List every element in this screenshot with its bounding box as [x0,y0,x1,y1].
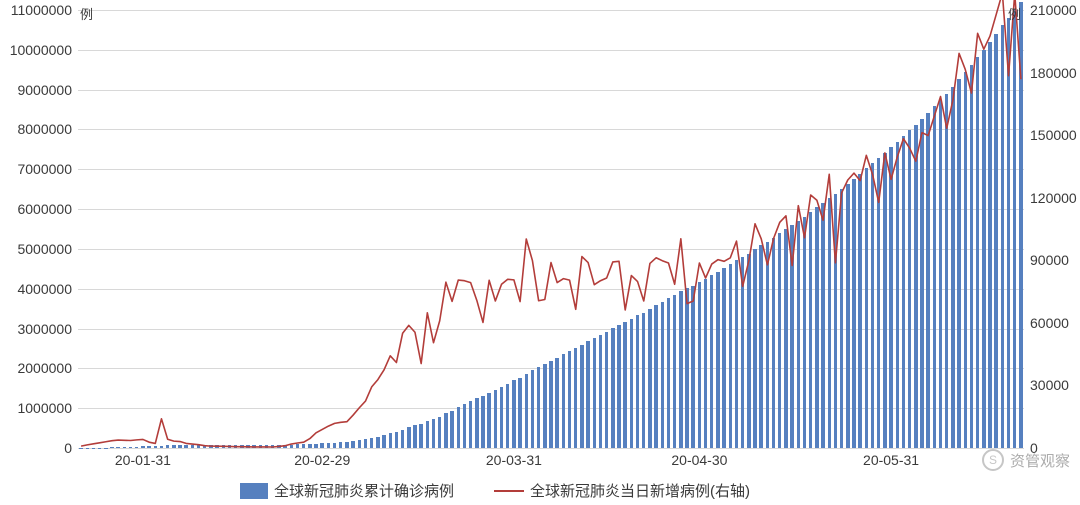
y-left-tick-label: 10000000 [0,42,72,58]
covid-chart: 全球新冠肺炎累计确诊病例 全球新冠肺炎当日新增病例(右轴) S 资管观察 [0,0,1080,505]
watermark-label: 资管观察 [1010,450,1070,471]
y-left-tick-label: 2000000 [0,360,72,376]
y-left-tick-label: 9000000 [0,82,72,98]
y-left-tick-label: 1000000 [0,400,72,416]
y-left-tick-label: 11000000 [0,2,72,18]
y-left-tick-label: 4000000 [0,281,72,297]
y-left-tick-label: 7000000 [0,161,72,177]
y-right-tick-label: 30000 [1030,377,1069,393]
line-layer [78,10,1024,448]
watermark: S 资管观察 [982,449,1070,471]
legend: 全球新冠肺炎累计确诊病例 全球新冠肺炎当日新增病例(右轴) [240,480,750,501]
y-right-unit: 例 [1008,4,1021,23]
y-left-tick-label: 8000000 [0,121,72,137]
y-right-tick-label: 120000 [1030,190,1077,206]
x-tick-label: 20-01-31 [115,452,171,468]
y-right-tick-label: 90000 [1030,252,1069,268]
y-right-tick-label: 150000 [1030,127,1077,143]
legend-bar-swatch [240,483,268,499]
y-left-tick-label: 0 [0,440,72,456]
y-left-tick-label: 5000000 [0,241,72,257]
x-tick-label: 20-05-31 [863,452,919,468]
y-left-unit: 例 [80,4,93,23]
grid-line [78,448,1024,449]
x-tick-label: 20-02-29 [294,452,350,468]
daily-line [81,0,1021,447]
wechat-icon: S [982,449,1004,471]
y-right-tick-label: 0 [1030,440,1038,456]
y-left-tick-label: 6000000 [0,201,72,217]
legend-line-swatch [494,490,524,492]
legend-line-label: 全球新冠肺炎当日新增病例(右轴) [530,480,750,501]
legend-bar: 全球新冠肺炎累计确诊病例 [240,480,454,501]
plot-area [78,10,1024,448]
x-tick-label: 20-03-31 [486,452,542,468]
y-right-tick-label: 210000 [1030,2,1077,18]
legend-line: 全球新冠肺炎当日新增病例(右轴) [494,480,750,501]
y-right-tick-label: 180000 [1030,65,1077,81]
y-left-tick-label: 3000000 [0,321,72,337]
legend-bar-label: 全球新冠肺炎累计确诊病例 [274,480,454,501]
x-tick-label: 20-04-30 [671,452,727,468]
y-right-tick-label: 60000 [1030,315,1069,331]
